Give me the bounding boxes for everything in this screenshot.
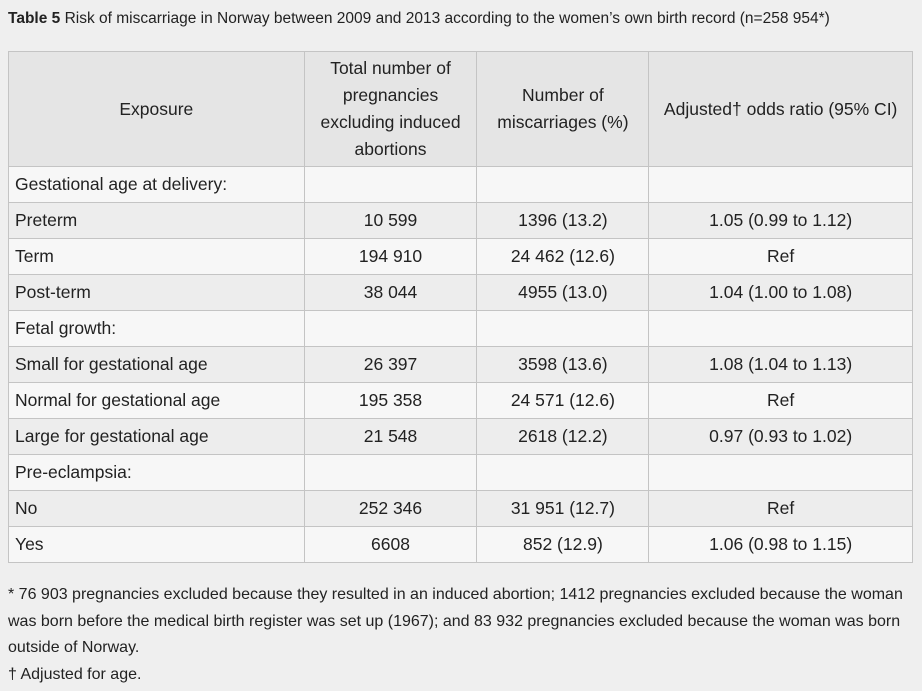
table-row: Fetal growth: [8, 310, 913, 347]
cell-miscarriages: 3598 (13.6) [476, 346, 650, 383]
results-table: Exposure Total number of pregnancies exc… [8, 51, 913, 563]
cell-total: 6608 [303, 526, 478, 563]
table-row: Yes 6608 852 (12.9) 1.06 (0.98 to 1.15) [8, 526, 913, 563]
cell-total [303, 166, 478, 203]
table-row: Normal for gestational age 195 358 24 57… [8, 382, 913, 419]
row-label: Post-term [8, 274, 305, 311]
row-label: Preterm [8, 202, 305, 239]
footnote-adjustment: † Adjusted for age. [8, 665, 142, 683]
cell-miscarriages: 852 (12.9) [476, 526, 650, 563]
cell-total: 194 910 [303, 238, 478, 275]
cell-miscarriages: 1396 (13.2) [476, 202, 650, 239]
row-label: Gestational age at delivery: [8, 166, 305, 203]
cell-total: 38 044 [303, 274, 478, 311]
cell-total: 252 346 [303, 490, 478, 527]
table-row: Large for gestational age 21 548 2618 (1… [8, 418, 913, 455]
row-label: Small for gestational age [8, 346, 305, 383]
header-miscarriages: Number of miscarriages (%) [476, 51, 650, 167]
cell-odds-ratio: Ref [648, 490, 913, 527]
table-caption: Risk of miscarriage in Norway between 20… [60, 10, 830, 27]
table-row: Term 194 910 24 462 (12.6) Ref [8, 238, 913, 275]
row-label: Large for gestational age [8, 418, 305, 455]
table-row: Gestational age at delivery: [8, 166, 913, 203]
cell-odds-ratio: Ref [648, 382, 913, 419]
cell-total: 10 599 [303, 202, 478, 239]
table-row: Post-term 38 044 4955 (13.0) 1.04 (1.00 … [8, 274, 913, 311]
table-row: No 252 346 31 951 (12.7) Ref [8, 490, 913, 527]
row-label: Fetal growth: [8, 310, 305, 347]
table-row: Small for gestational age 26 397 3598 (1… [8, 346, 913, 383]
table-number: Table 5 [8, 10, 61, 27]
table-row: Preterm 10 599 1396 (13.2) 1.05 (0.99 to… [8, 202, 913, 239]
row-label: Yes [8, 526, 305, 563]
cell-miscarriages [476, 166, 650, 203]
row-label: Normal for gestational age [8, 382, 305, 419]
cell-miscarriages: 31 951 (12.7) [476, 490, 650, 527]
row-label: Pre-eclampsia: [8, 454, 305, 491]
cell-odds-ratio [648, 310, 913, 347]
table-row: Pre-eclampsia: [8, 454, 913, 491]
cell-total: 26 397 [303, 346, 478, 383]
table-title: Table 5 Risk of miscarriage in Norway be… [8, 9, 914, 29]
footnote-exclusions: * 76 903 pregnancies excluded because th… [8, 586, 903, 656]
cell-miscarriages: 24 571 (12.6) [476, 382, 650, 419]
header-odds-ratio: Adjusted† odds ratio (95% CI) [648, 51, 913, 167]
cell-total: 195 358 [303, 382, 478, 419]
cell-odds-ratio [648, 454, 913, 491]
cell-miscarriages: 24 462 (12.6) [476, 238, 650, 275]
cell-odds-ratio: 1.06 (0.98 to 1.15) [648, 526, 913, 563]
cell-odds-ratio [648, 166, 913, 203]
cell-miscarriages: 2618 (12.2) [476, 418, 650, 455]
cell-odds-ratio: 1.04 (1.00 to 1.08) [648, 274, 913, 311]
cell-odds-ratio: 1.05 (0.99 to 1.12) [648, 202, 913, 239]
row-label: No [8, 490, 305, 527]
footnotes: * 76 903 pregnancies excluded because th… [8, 582, 914, 688]
cell-odds-ratio: 0.97 (0.93 to 1.02) [648, 418, 913, 455]
header-row: Exposure Total number of pregnancies exc… [8, 51, 913, 167]
cell-total [303, 310, 478, 347]
cell-odds-ratio: 1.08 (1.04 to 1.13) [648, 346, 913, 383]
cell-miscarriages: 4955 (13.0) [476, 274, 650, 311]
cell-miscarriages [476, 310, 650, 347]
cell-miscarriages [476, 454, 650, 491]
header-exposure: Exposure [8, 51, 305, 167]
cell-total [303, 454, 478, 491]
cell-total: 21 548 [303, 418, 478, 455]
row-label: Term [8, 238, 305, 275]
cell-odds-ratio: Ref [648, 238, 913, 275]
header-total-pregnancies: Total number of pregnancies excluding in… [303, 51, 478, 167]
